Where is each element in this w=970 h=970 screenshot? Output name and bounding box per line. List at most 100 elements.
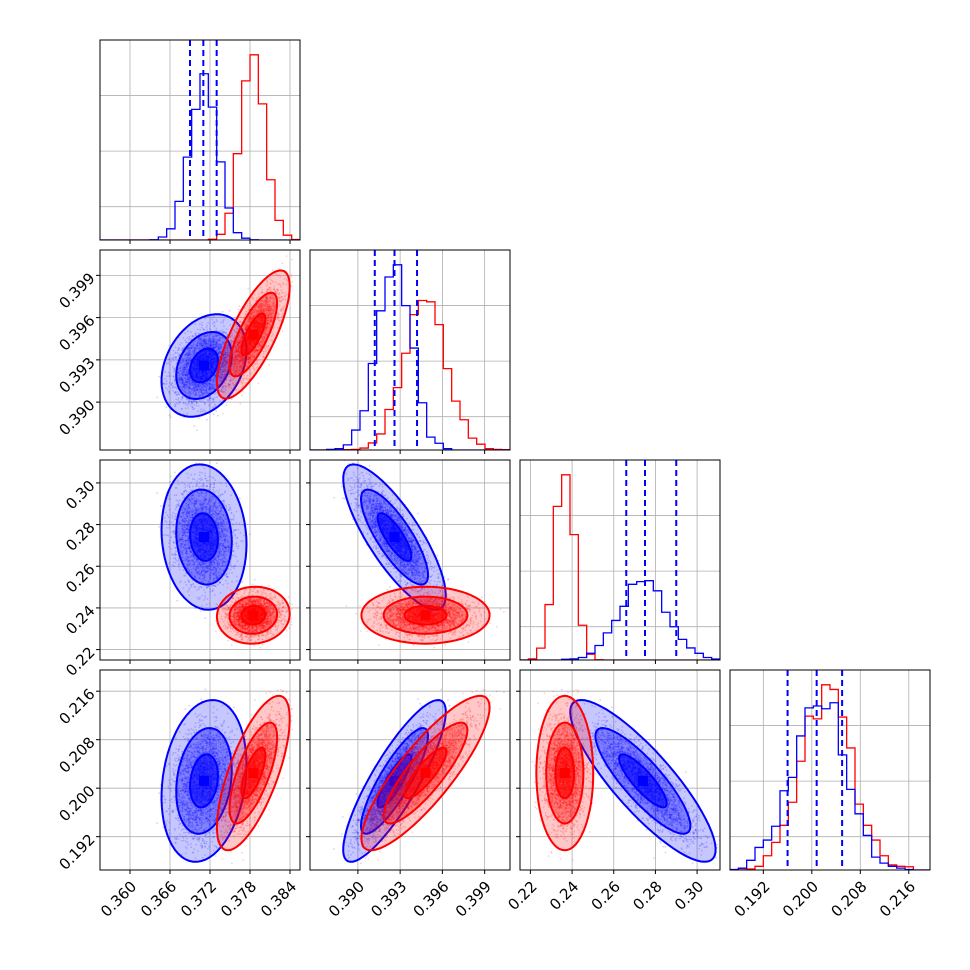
scatter-point [212, 339, 215, 342]
scatter-point [221, 340, 224, 343]
scatter-point [182, 368, 185, 370]
scatter-point [194, 334, 197, 337]
scatter-point [228, 351, 231, 354]
scatter-point [208, 384, 211, 387]
scatter-point [188, 386, 191, 389]
scatter-point [177, 371, 179, 374]
scatter-point [221, 374, 224, 376]
scatter-point [187, 377, 190, 380]
scatter-point [207, 338, 210, 341]
scatter-point [188, 387, 191, 390]
scatter-point [183, 390, 186, 392]
scatter-point [238, 305, 241, 307]
scatter-point [196, 344, 199, 347]
scatter-point [188, 362, 190, 365]
scatter-point [184, 374, 187, 377]
scatter-point [190, 390, 192, 393]
scatter-point [209, 338, 212, 340]
scatter-point [197, 384, 200, 387]
scatter-point [189, 344, 192, 347]
scatter-point [203, 385, 205, 387]
scatter-point [210, 379, 213, 382]
scatter-point [235, 347, 238, 350]
scatter-point [194, 332, 197, 335]
scatter-point [188, 383, 191, 386]
scatter-point [290, 273, 293, 276]
scatter-point [209, 340, 212, 343]
scatter-point [228, 352, 231, 354]
panel-content [100, 250, 300, 450]
scatter-point [169, 375, 171, 378]
scatter-point [212, 343, 215, 346]
scatter-point [210, 346, 212, 348]
scatter-point [187, 381, 189, 383]
scatter-point [202, 384, 205, 387]
scatter-point [205, 342, 208, 345]
scatter-point [170, 360, 173, 363]
scatter-point [196, 385, 199, 388]
scatter-point [188, 391, 191, 394]
scatter-point [206, 324, 209, 327]
scatter-point [194, 389, 196, 392]
scatter-point [188, 393, 190, 396]
scatter-point [181, 361, 183, 364]
scatter-point [190, 331, 192, 333]
scatter-point [193, 382, 196, 384]
scatter-point [188, 335, 191, 338]
scatter-point [210, 384, 212, 386]
scatter-point [226, 354, 228, 357]
scatter-point [184, 368, 186, 371]
scatter-point [187, 368, 190, 370]
scatter-point [223, 331, 225, 333]
scatter-point [213, 345, 216, 348]
scatter-point [205, 388, 208, 391]
scatter-point [170, 384, 173, 386]
panel-1-0 [96, 249, 301, 454]
scatter-point [184, 381, 187, 384]
scatter-point [190, 354, 192, 356]
scatter-point [203, 339, 206, 342]
scatter-point [221, 364, 224, 367]
scatter-point [173, 392, 176, 395]
scatter-point [194, 393, 197, 396]
scatter-point [207, 345, 209, 348]
scatter-point [186, 337, 189, 339]
scatter-point [222, 354, 225, 357]
scatter-point [215, 410, 218, 412]
scatter-point [175, 356, 177, 359]
scatter-point [179, 370, 182, 372]
scatter-point [204, 340, 207, 342]
scatter-point [223, 364, 226, 366]
scatter-point [209, 378, 212, 381]
scatter-point [172, 370, 175, 373]
scatter-point [190, 381, 193, 384]
scatter-point [168, 392, 171, 395]
scatter-point [210, 346, 213, 348]
scatter-point [206, 398, 208, 401]
scatter-point [183, 369, 185, 371]
scatter-point [219, 368, 222, 371]
scatter-point [212, 398, 215, 401]
scatter-point [236, 355, 239, 358]
scatter-point [203, 392, 206, 394]
scatter-point [175, 387, 178, 390]
scatter-point [184, 354, 186, 357]
scatter-point [198, 417, 200, 420]
scatter-point [217, 347, 219, 350]
scatter-point [230, 341, 233, 343]
scatter-point [191, 345, 193, 347]
scatter-point [212, 335, 215, 338]
scatter-point [239, 402, 242, 405]
scatter-point [204, 384, 207, 386]
scatter-point [222, 366, 225, 369]
scatter-point [186, 361, 189, 364]
scatter-point [213, 340, 216, 343]
scatter-point [181, 361, 183, 364]
histogram-red [100, 54, 300, 240]
scatter-point [194, 384, 197, 386]
scatter-point [216, 414, 219, 417]
scatter-point [237, 308, 240, 311]
scatter-point [202, 393, 204, 396]
scatter-point [182, 374, 185, 376]
scatter-point [179, 360, 182, 362]
